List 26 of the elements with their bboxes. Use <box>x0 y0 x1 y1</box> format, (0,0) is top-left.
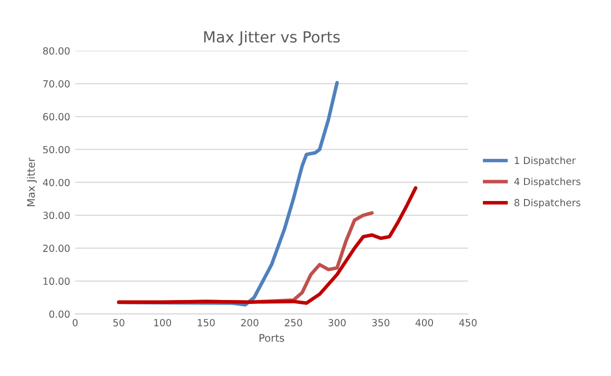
x-tick-label: 450 <box>459 318 477 326</box>
x-tick-label: 200 <box>241 318 258 326</box>
x-tick-label: 0 <box>72 318 78 326</box>
x-tick-label: 300 <box>328 318 346 326</box>
line-series <box>117 186 418 305</box>
y-tick-label: 30.00 <box>43 212 70 220</box>
y-tick-label: 0.00 <box>49 310 70 318</box>
x-tick-label: 150 <box>198 318 215 326</box>
legend-label: 1 Dispatcher <box>514 156 576 166</box>
x-tick-label: 400 <box>416 318 434 326</box>
y-tick-label: 70.00 <box>43 80 70 88</box>
x-tick-label: 50 <box>113 318 124 326</box>
x-tick-label: 100 <box>154 318 172 326</box>
y-tick-label: 60.00 <box>43 113 70 120</box>
legend-label: 8 Dispatchers <box>514 198 580 208</box>
x-tick-label: 250 <box>284 318 302 326</box>
y-tick-label: 80.00 <box>43 47 70 55</box>
y-tick-label: 40.00 <box>42 178 70 186</box>
y-tick-label: 20.00 <box>43 244 70 252</box>
x-axis-title: Ports <box>260 334 284 342</box>
y-tick-label: 10.00 <box>44 278 70 285</box>
x-tick-label: 350 <box>372 318 390 326</box>
legend-label: 4 Dispatchers <box>514 178 580 188</box>
chart-title: Max Jitter vs Ports <box>204 30 340 46</box>
y-axis-title: Max Jitter <box>26 158 37 206</box>
y-tick-label: 50.00 <box>43 146 70 154</box>
